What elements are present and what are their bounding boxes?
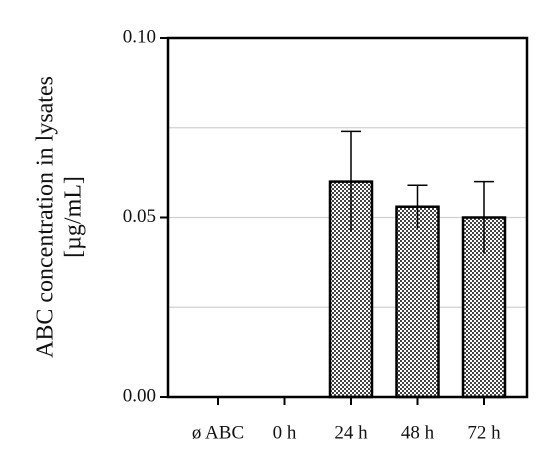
y-tick-label: 0.05 — [123, 206, 156, 227]
x-tick-label: ø ABC — [192, 422, 244, 443]
y-axis-title: [µg/mL] — [61, 176, 87, 258]
y-tick-label: 0.10 — [123, 26, 156, 47]
x-tick-label: 72 h — [467, 422, 501, 443]
plot-frame — [166, 36, 529, 399]
x-tick-label: 24 h — [334, 422, 368, 443]
x-tick-label: 48 h — [401, 422, 435, 443]
x-tick-label: 0 h — [273, 422, 297, 443]
bar — [395, 205, 440, 399]
y-axis-title: ABC concentration in lysates — [33, 76, 59, 358]
y-tick-label: 0.00 — [123, 385, 156, 406]
